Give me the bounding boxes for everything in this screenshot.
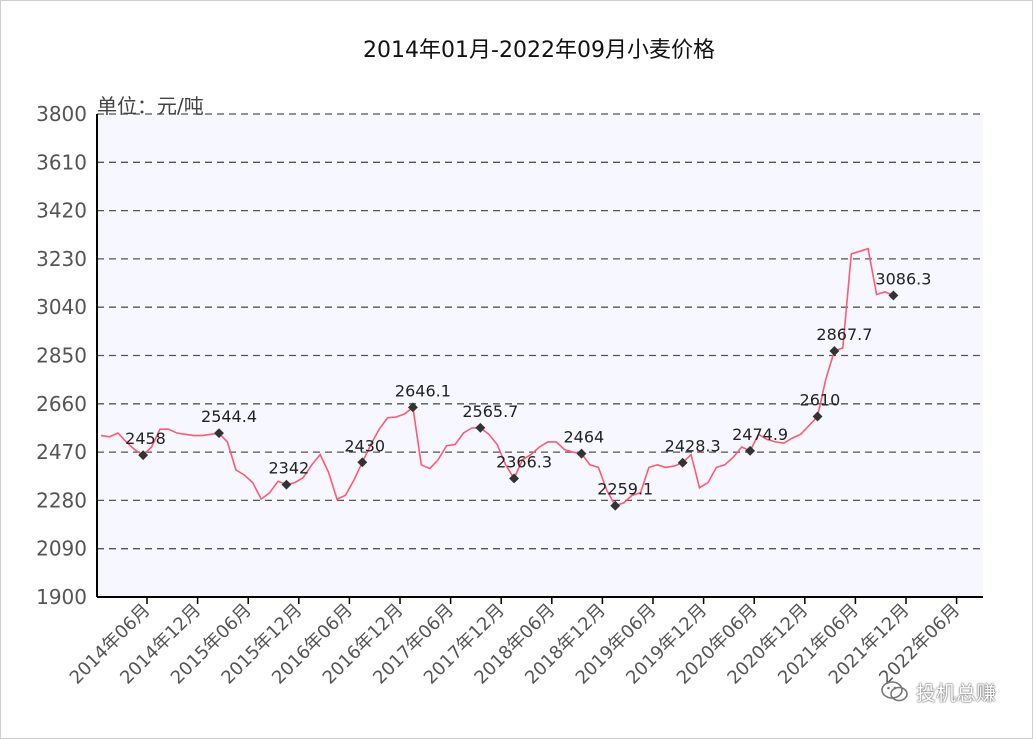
data-point-marker: [214, 428, 224, 439]
data-label: 2458: [125, 429, 166, 448]
y-tick-label: 3420: [36, 199, 87, 223]
data-markers: [138, 290, 899, 511]
data-label: 2610: [800, 391, 841, 410]
watermark-text: 投机总赚: [916, 681, 996, 705]
data-point-marker: [888, 290, 899, 301]
watermark: 投机总赚: [880, 677, 996, 706]
data-point-marker: [829, 346, 840, 356]
data-labels: 2458 2544.4 2342 2430 2646.1 2565.7 2366.3 2464…: [125, 269, 931, 498]
data-point-marker: [407, 402, 418, 413]
data-point-marker: [281, 479, 292, 490]
y-tick-label: 1900: [36, 585, 87, 609]
data-label: 2565.7: [462, 402, 518, 421]
data-point-marker: [610, 500, 621, 511]
data-label: 2366.3: [496, 452, 552, 471]
y-tick-label: 3040: [36, 295, 87, 319]
data-label: 3086.3: [875, 269, 931, 288]
data-point-marker: [745, 445, 756, 456]
y-tick-label: 2090: [36, 537, 87, 561]
data-point-marker: [357, 457, 368, 468]
y-tick-label: 2280: [36, 488, 87, 512]
data-point-marker: [677, 457, 688, 468]
data-point-marker: [812, 411, 823, 422]
y-tick-label: 3230: [36, 247, 87, 271]
data-label: 2474.9: [732, 425, 788, 444]
data-point-marker: [576, 448, 587, 459]
y-tick-label: 2660: [36, 392, 87, 416]
x-axis-ticks: 2014年06月2014年12月2015年06月2015年12月2016年06月…: [66, 597, 964, 689]
series-line: [100, 247, 894, 507]
data-point-marker: [475, 422, 486, 433]
data-label: 2464: [564, 428, 605, 447]
data-label: 2259.1: [597, 480, 653, 499]
axes: [96, 114, 983, 598]
data-label: 2430: [344, 436, 385, 455]
data-label: 2646.1: [395, 381, 451, 400]
y-tick-label: 3610: [36, 150, 87, 174]
y-tick-label: 2470: [36, 440, 87, 464]
data-point-marker: [509, 473, 520, 484]
chart-title: 2014年01月-2022年09月小麦价格: [363, 38, 715, 63]
data-label: 2867.7: [816, 325, 872, 344]
y-tick-label: 3800: [36, 102, 87, 126]
grid-lines: [97, 113, 983, 550]
y-tick-label: 2850: [36, 344, 87, 368]
data-label: 2428.3: [665, 437, 721, 456]
data-label: 2342: [268, 459, 309, 478]
y-axis-ticks: 3800 3610 3420 3230 3040 2850 2660 2470 2280 2090…: [36, 102, 87, 609]
data-point-marker: [138, 450, 149, 461]
wechat-icon: [881, 680, 908, 701]
unit-label: 单位：元/吨: [97, 94, 204, 118]
data-label: 2544.4: [201, 407, 257, 426]
